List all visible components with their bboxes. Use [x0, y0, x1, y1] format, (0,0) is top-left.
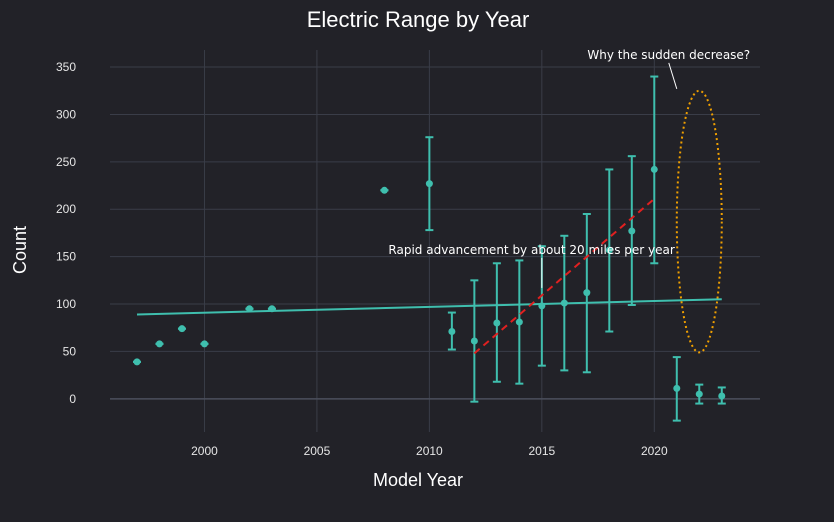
data-point [155, 340, 163, 348]
data-point [628, 227, 636, 235]
annotation-label: Why the sudden decrease? [587, 48, 750, 62]
data-point [133, 358, 141, 366]
x-tick-label: 2010 [416, 444, 443, 458]
data-point [605, 246, 613, 254]
data-point [470, 337, 478, 345]
data-layer [132, 75, 726, 422]
trendline [136, 298, 722, 316]
chart-title: Electric Range by Year [307, 7, 530, 32]
data-point [245, 305, 253, 313]
x-axis-title: Model Year [373, 470, 463, 490]
y-tick-label: 0 [69, 392, 76, 406]
data-point [380, 186, 388, 194]
y-tick-label: 250 [56, 155, 76, 169]
annotation-label: Rapid advancement by about 20 miles per … [388, 243, 674, 257]
x-tick-label: 2015 [528, 444, 555, 458]
data-point [448, 328, 456, 336]
y-tick-label: 150 [56, 250, 76, 264]
data-point [178, 325, 186, 333]
data-point [200, 340, 208, 348]
data-point [493, 319, 501, 327]
data-point [538, 302, 546, 310]
data-point [268, 305, 276, 313]
highlight-ellipse [675, 89, 723, 354]
dashed-trend-line [473, 198, 655, 355]
annotation-arrow [668, 62, 678, 90]
y-tick-label: 350 [56, 60, 76, 74]
data-point [583, 289, 591, 297]
data-point [718, 392, 726, 400]
x-tick-label: 2020 [641, 444, 668, 458]
data-point [560, 299, 568, 307]
data-point [695, 390, 703, 398]
y-tick-label: 50 [63, 344, 77, 358]
y-axis-title: Count [10, 226, 30, 274]
data-point [650, 165, 658, 173]
annotation-layer: Rapid advancement by about 20 miles per … [388, 48, 750, 354]
data-point [425, 180, 433, 188]
y-tick-label: 100 [56, 297, 76, 311]
data-point [515, 318, 523, 326]
x-tick-label: 2000 [191, 444, 218, 458]
data-point [673, 384, 681, 392]
x-tick-label: 2005 [304, 444, 331, 458]
y-tick-label: 200 [56, 202, 76, 216]
y-tick-label: 300 [56, 107, 76, 121]
